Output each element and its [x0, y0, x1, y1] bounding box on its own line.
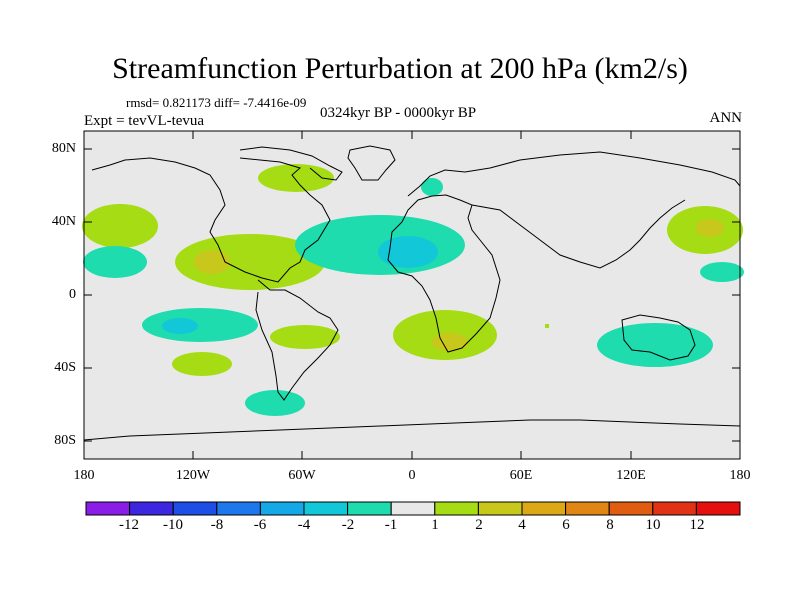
- coast-greenland: [347, 145, 396, 181]
- coast-south-america: [255, 279, 339, 401]
- patch-south-pacific-2: [172, 352, 232, 376]
- colorbar-label: 10: [645, 517, 661, 533]
- colorbar-swatch: [85, 501, 131, 516]
- coast-eurasia-north: [407, 151, 741, 197]
- patch-south-pacific: [142, 308, 258, 342]
- patch-south-africa-core: [432, 333, 468, 351]
- patch-south-pacific-core: [162, 318, 198, 334]
- patch-south-america: [270, 325, 340, 349]
- colorbar-label: -10: [163, 517, 183, 533]
- colorbar-swatch: [565, 501, 610, 516]
- colorbar-label: 8: [606, 517, 614, 533]
- y-label-40n: 40N: [51, 214, 76, 229]
- x-label-120e: 120E: [616, 468, 646, 483]
- stats-text: rmsd= 0.821173 diff= -7.4416e-09: [126, 95, 307, 110]
- colorbar-label: 4: [518, 517, 526, 533]
- x-label-60e: 60E: [509, 468, 533, 483]
- patch-drake: [245, 390, 305, 416]
- y-label-80n: 80N: [51, 141, 76, 156]
- colorbar-label: 12: [689, 517, 705, 533]
- y-label-40s: 40S: [54, 360, 76, 375]
- axis-ticks: [83, 131, 741, 459]
- coast-australia: [621, 314, 696, 361]
- x-label-0: 0: [408, 468, 416, 483]
- period-label: 0324kyr BP - 0000kyr BP: [320, 105, 477, 121]
- patch-atlantic: [295, 215, 465, 275]
- patch-pacific-east: [83, 246, 147, 278]
- coast-antarctica: [83, 419, 741, 441]
- coast-north-america: [91, 157, 331, 283]
- experiment-label: Expt = tevVL-tevua: [84, 113, 205, 129]
- y-label-80s: 80S: [54, 433, 76, 448]
- patch-mexico-core: [194, 250, 230, 274]
- patch-mexico: [175, 234, 325, 290]
- patch-japan-core: [696, 219, 724, 237]
- patch-pacific-north: [82, 204, 158, 248]
- colorbar-swatch: [347, 501, 392, 516]
- x-label-180-east: 180: [729, 468, 751, 483]
- anomaly-patches: [82, 164, 744, 416]
- colorbar-swatch: [216, 501, 261, 516]
- coast-asia-south: [471, 199, 686, 269]
- colorbar-swatch: [695, 501, 741, 516]
- coast-africa: [387, 194, 501, 353]
- x-label-120w: 120W: [175, 468, 211, 483]
- colorbar-swatch: [259, 501, 305, 516]
- colorbar-label: -2: [341, 517, 355, 533]
- patch-west-pacific: [700, 262, 744, 282]
- colorbar-swatch: [390, 501, 436, 516]
- colorbar-label: -12: [119, 517, 139, 533]
- patch-atlantic-core: [378, 236, 438, 268]
- colorbar-label: -4: [297, 517, 311, 533]
- colorbar-swatch: [303, 501, 349, 516]
- colorbar-swatch: [521, 501, 567, 516]
- colorbar-label: -1: [384, 517, 398, 533]
- coast-arctic-canada: [239, 146, 343, 181]
- patch-australia: [597, 323, 713, 367]
- coastlines: [83, 145, 741, 441]
- x-label-60w: 60W: [288, 468, 316, 483]
- colorbar-label: 6: [562, 517, 570, 533]
- colorbar-swatch: [652, 501, 697, 516]
- colorbar-swatch: [477, 501, 523, 516]
- colorbar-swatch: [172, 501, 218, 516]
- colorbar-swatch: [434, 501, 479, 516]
- colorbar-swatch: [608, 501, 654, 516]
- colorbar-label: 1: [431, 517, 439, 533]
- patch-speck: [545, 324, 549, 328]
- patch-scandinavia: [421, 178, 443, 196]
- map-background: [84, 131, 740, 459]
- season-label: ANN: [709, 110, 743, 126]
- x-label-180-west: 180: [73, 468, 95, 483]
- colorbar: [85, 501, 741, 516]
- map-title: Streamfunction Perturbation at 200 hPa (…: [112, 52, 688, 85]
- colorbar-label: -6: [253, 517, 267, 533]
- colorbar-label: 2: [475, 517, 483, 533]
- y-label-0: 0: [69, 287, 76, 302]
- patch-hudson: [258, 164, 334, 192]
- colorbar-label: -8: [210, 517, 224, 533]
- colorbar-swatch: [129, 501, 174, 516]
